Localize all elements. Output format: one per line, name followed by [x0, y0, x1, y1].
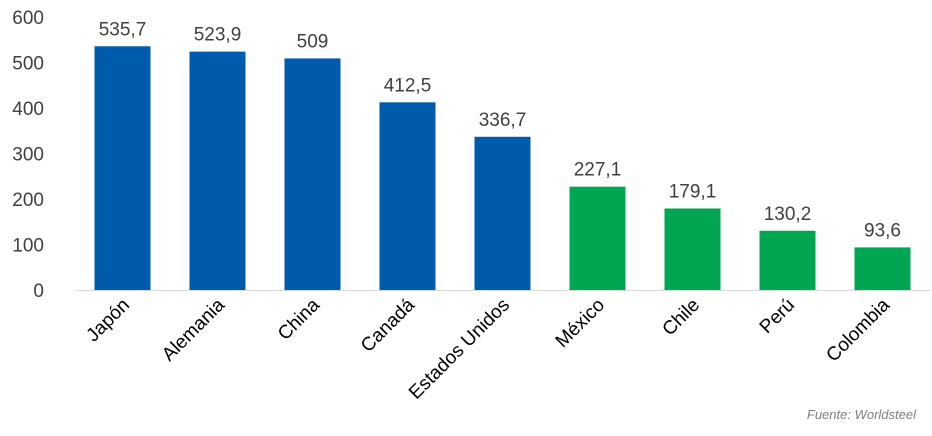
bar: [379, 102, 436, 290]
data-label: 130,2: [764, 204, 812, 225]
x-tick-label: China: [274, 294, 324, 344]
data-label: 179,1: [669, 182, 717, 203]
source-note: Fuente: Worldsteel: [806, 407, 916, 422]
data-labels: 535,7 523,9 509 412,5 336,7 227,1 179,1 130,2 93…: [99, 19, 901, 241]
y-axis: 0 100 200 300 400 500 600: [12, 8, 44, 302]
x-tick-label: Alemania: [158, 294, 229, 365]
data-label: 509: [297, 31, 329, 52]
x-tick-label: México: [552, 295, 609, 352]
y-tick-label: 400: [12, 99, 44, 120]
data-label: 523,9: [194, 25, 242, 46]
y-tick-label: 200: [12, 190, 44, 211]
x-tick-label: Japón: [83, 295, 134, 346]
bar: [569, 186, 626, 290]
data-label: 535,7: [99, 19, 147, 40]
y-tick-label: 600: [12, 8, 44, 29]
y-tick-label: 500: [12, 54, 44, 75]
data-label: 336,7: [479, 110, 527, 131]
y-tick-label: 300: [12, 145, 44, 166]
bar: [189, 51, 246, 290]
y-tick-label: 100: [12, 236, 44, 257]
bar: [94, 46, 151, 290]
x-tick-label: Perú: [756, 295, 799, 338]
y-tick-label: 0: [33, 281, 44, 302]
data-label: 227,1: [574, 160, 622, 181]
x-tick-label: Estados Unidos: [405, 295, 514, 404]
bar: [284, 58, 341, 290]
bar: [664, 208, 721, 290]
bar: [474, 136, 531, 290]
data-label: 93,6: [864, 220, 901, 241]
bar: [759, 230, 816, 290]
x-tick-label: Canadá: [357, 294, 419, 356]
bars: [94, 46, 911, 290]
x-tick-label: Chile: [659, 295, 704, 340]
x-tick-label: Colombia: [822, 294, 894, 366]
bar: [854, 247, 911, 290]
data-label: 412,5: [384, 75, 432, 96]
